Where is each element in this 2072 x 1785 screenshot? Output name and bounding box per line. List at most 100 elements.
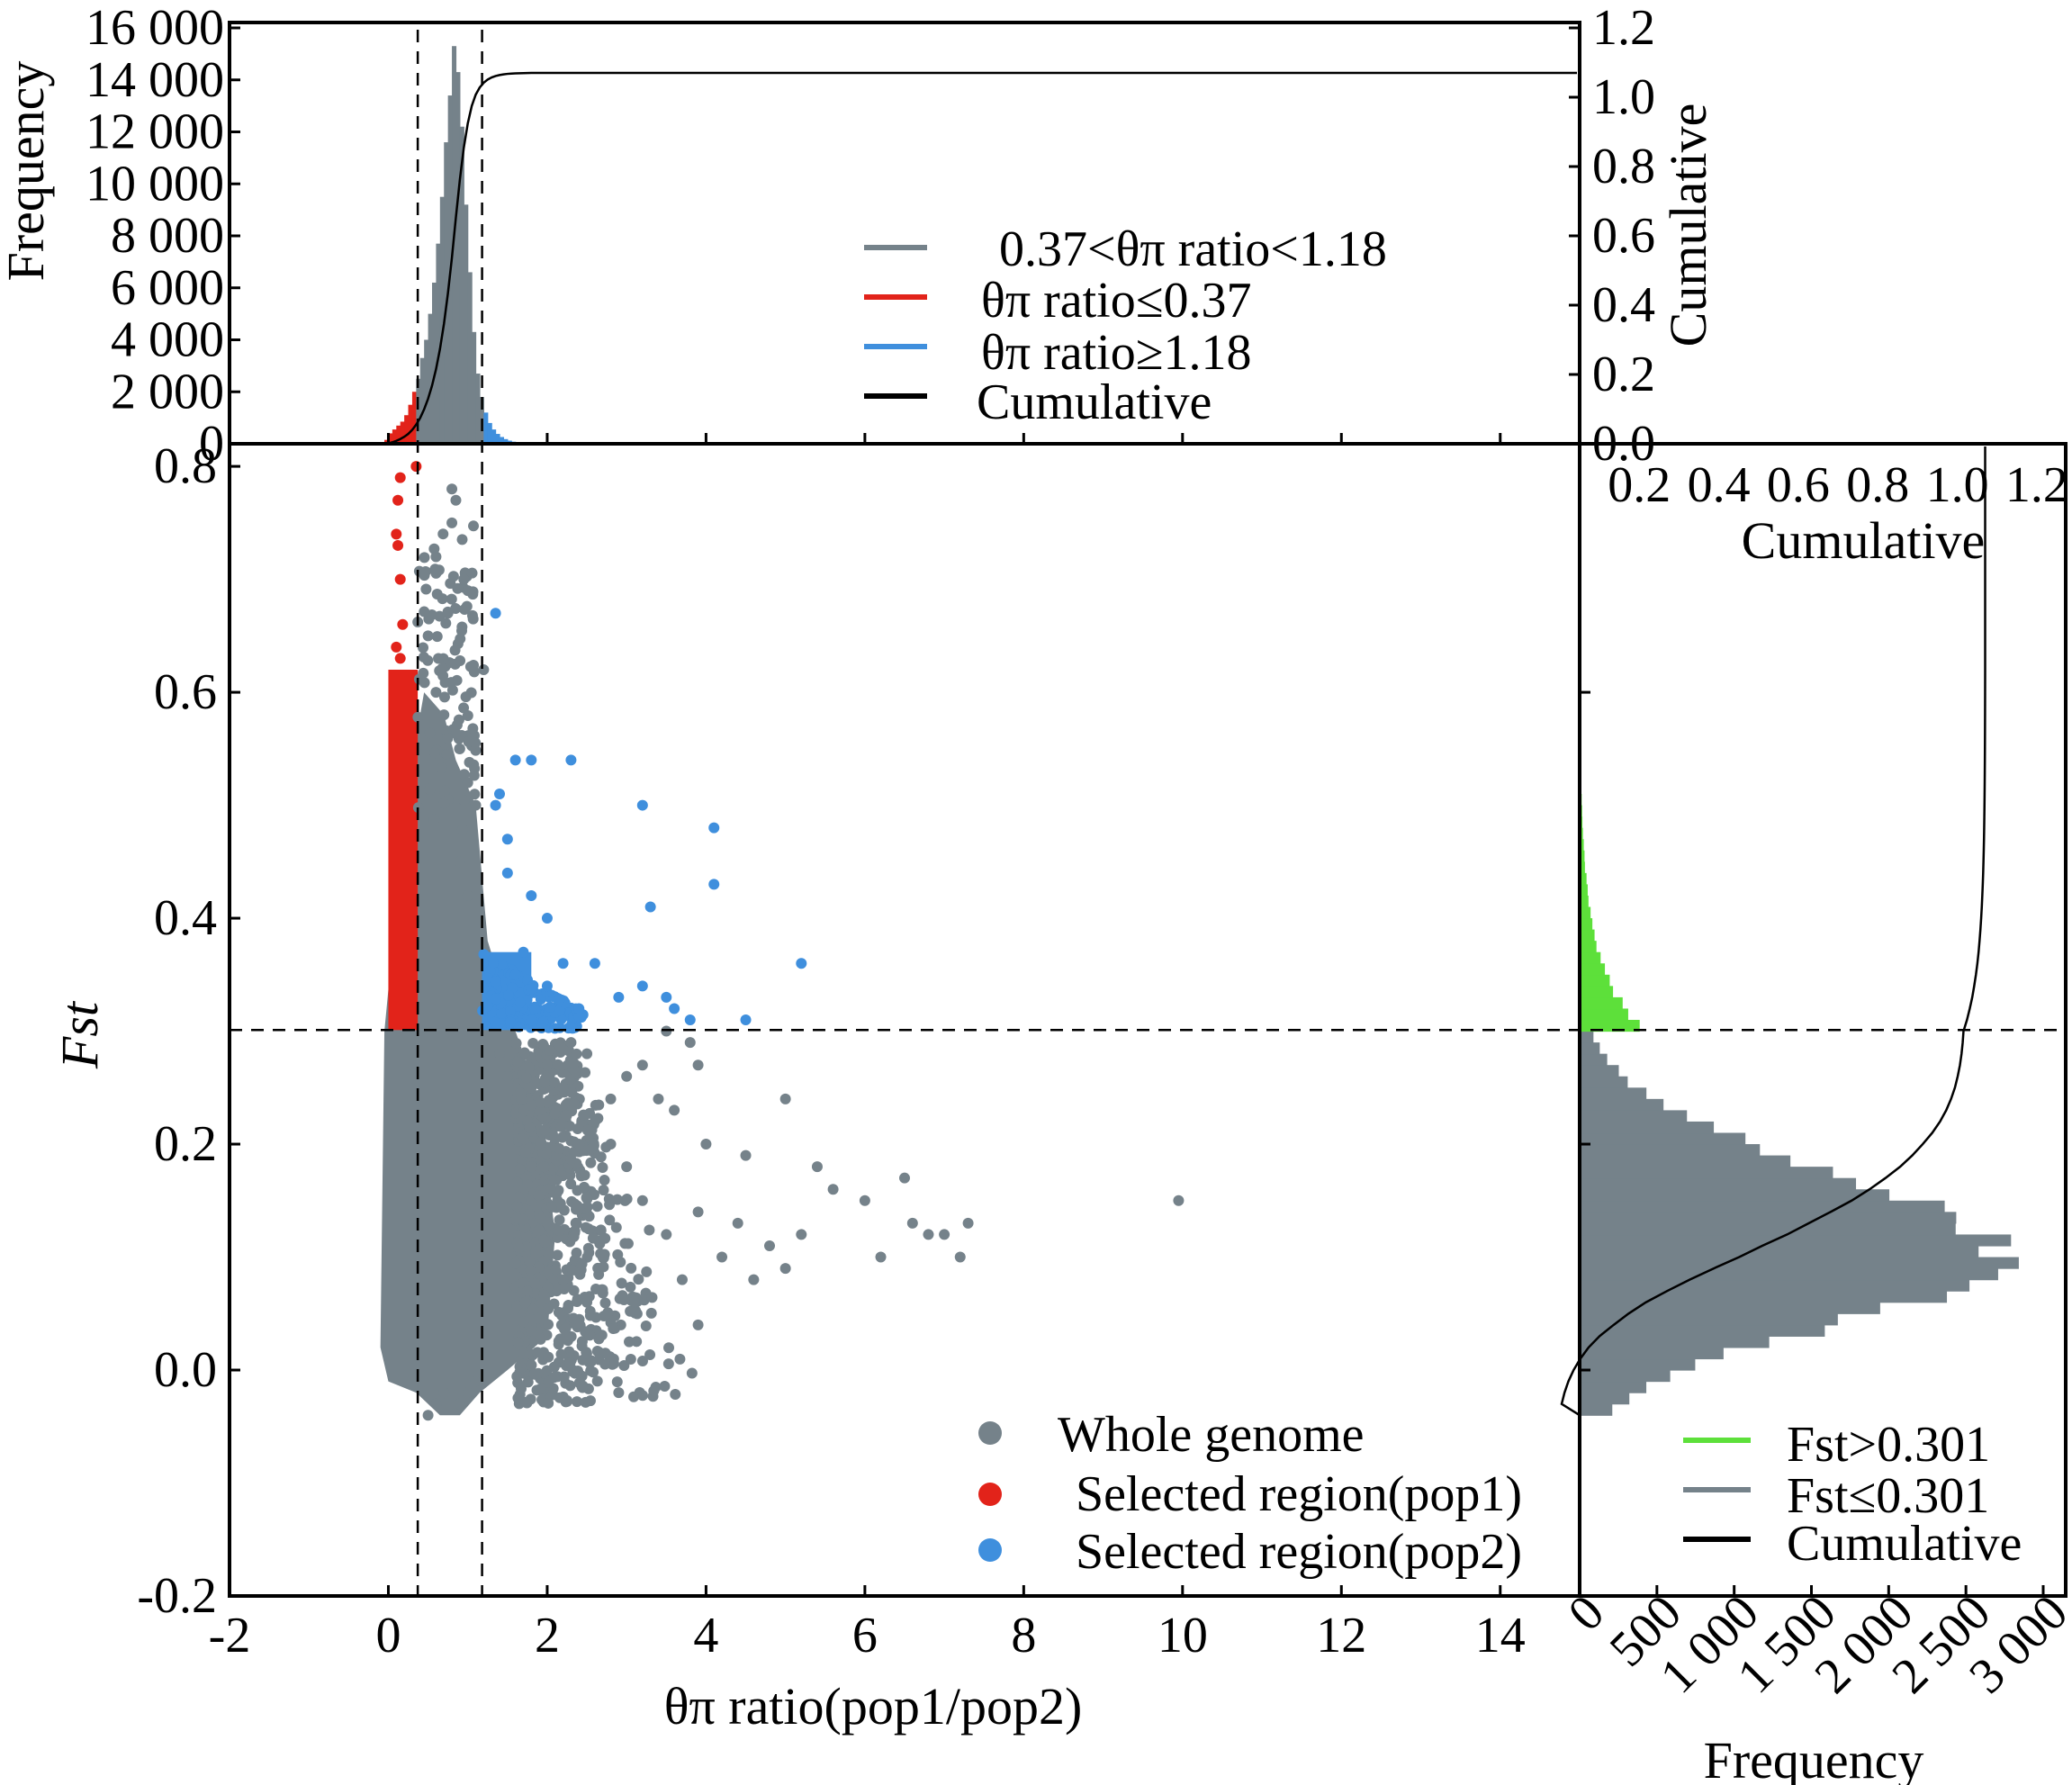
scatter-point bbox=[708, 822, 720, 834]
right-x2tick-label: 0.6 bbox=[1767, 457, 1830, 513]
scatter-point bbox=[636, 1195, 648, 1206]
scatter-point bbox=[625, 1305, 636, 1317]
top-ytick-label: 10 000 bbox=[86, 156, 224, 212]
scatter-point bbox=[1173, 1195, 1185, 1206]
top-bar bbox=[424, 339, 429, 444]
gray-cloud bbox=[380, 692, 555, 1416]
top-bar bbox=[500, 437, 505, 444]
scatter-point bbox=[633, 1274, 644, 1285]
scatter-point bbox=[503, 989, 515, 1001]
scatter-point bbox=[573, 1003, 585, 1014]
scatter-point bbox=[646, 1292, 658, 1303]
scatter-point bbox=[939, 1229, 950, 1240]
scatter-point bbox=[684, 1037, 696, 1049]
scatter-point bbox=[438, 1387, 450, 1399]
right-legend-label-0: Fst>0.301 bbox=[1787, 1417, 1990, 1473]
scatter-point bbox=[420, 583, 432, 595]
top-bar bbox=[384, 439, 390, 444]
right-xlabel: Frequency bbox=[1704, 1731, 1924, 1785]
scatter-point bbox=[570, 1217, 581, 1229]
scatter-point bbox=[597, 1251, 608, 1263]
scatter-point bbox=[533, 1261, 545, 1273]
scatter-point bbox=[418, 642, 429, 654]
main-ylabel: Fst bbox=[50, 1000, 109, 1069]
main-xtick-label: 14 bbox=[1475, 1608, 1526, 1663]
scatter-point bbox=[641, 1266, 653, 1277]
scatter-point bbox=[541, 913, 553, 924]
scatter-point bbox=[422, 1410, 434, 1421]
right-legend: Fst>0.301 Fst≤0.301 Cumulative bbox=[1683, 1417, 2022, 1572]
scatter-point bbox=[625, 1281, 636, 1293]
scatter-point bbox=[560, 1322, 572, 1334]
scatter-point bbox=[446, 483, 458, 495]
scatter-point bbox=[906, 1217, 918, 1229]
scatter-point bbox=[533, 1190, 545, 1202]
scatter-point bbox=[470, 1375, 482, 1387]
top-y2tick-label: 1.2 bbox=[1592, 0, 1655, 56]
top-bar bbox=[487, 422, 492, 444]
scatter-point bbox=[549, 1174, 561, 1185]
scatter-point bbox=[430, 1398, 442, 1410]
scatter-point bbox=[553, 1339, 564, 1350]
scatter-point bbox=[456, 534, 468, 545]
scatter-point bbox=[455, 654, 466, 666]
scatter-point bbox=[511, 1176, 523, 1188]
scatter-point bbox=[659, 1381, 671, 1393]
scatter-legend-marker-1 bbox=[978, 1483, 1002, 1506]
main-xtick-label: 6 bbox=[852, 1608, 878, 1663]
scatter-point bbox=[573, 1139, 585, 1150]
right-bar bbox=[1580, 1076, 1628, 1088]
top-bar bbox=[472, 331, 477, 444]
main-ytick-label: 0.2 bbox=[154, 1116, 217, 1172]
top-bar bbox=[392, 429, 397, 444]
scatter-point bbox=[578, 1109, 590, 1121]
scatter-point bbox=[424, 783, 436, 795]
scatter-point bbox=[779, 1263, 791, 1275]
scatter-point bbox=[587, 1232, 599, 1244]
scatter-point bbox=[571, 1048, 582, 1059]
scatter-point bbox=[470, 737, 482, 749]
right-bar bbox=[1580, 1167, 1833, 1179]
scatter-point bbox=[436, 762, 447, 774]
scatter-point bbox=[451, 674, 463, 686]
scatter-point bbox=[580, 1222, 591, 1233]
scatter-point bbox=[554, 1142, 565, 1154]
scatter-point bbox=[511, 1201, 523, 1213]
right-bar bbox=[1580, 963, 1606, 976]
scatter-point bbox=[458, 795, 470, 807]
scatter-point bbox=[636, 799, 648, 811]
right-bar bbox=[1580, 929, 1595, 942]
scatter-point bbox=[571, 1158, 582, 1169]
top-ytick-label: 8 000 bbox=[111, 208, 224, 264]
scatter-point bbox=[514, 1163, 526, 1175]
right-bar bbox=[1580, 1302, 1880, 1314]
top-bar bbox=[467, 272, 473, 444]
scatter-point bbox=[410, 461, 422, 473]
scatter-point bbox=[549, 1132, 561, 1144]
scatter-point bbox=[616, 1277, 627, 1289]
scatter-point bbox=[462, 889, 473, 901]
scatter-point bbox=[597, 1284, 608, 1295]
main-xtick-label: 2 bbox=[535, 1608, 560, 1663]
scatter-point bbox=[566, 1086, 578, 1098]
scatter-point bbox=[516, 1094, 527, 1105]
scatter-point bbox=[449, 645, 461, 656]
scatter-point bbox=[541, 1149, 553, 1160]
scatter-point bbox=[438, 691, 450, 703]
scatter-point bbox=[514, 987, 526, 999]
scatter-point bbox=[424, 727, 436, 739]
scatter-point bbox=[610, 1222, 622, 1233]
scatter-point bbox=[419, 565, 431, 577]
right-x2tick-label: 0.4 bbox=[1688, 457, 1751, 513]
scatter-point bbox=[526, 1099, 537, 1111]
scatter-point bbox=[568, 1231, 580, 1242]
scatter-point bbox=[564, 1380, 576, 1392]
scatter-point bbox=[524, 1256, 536, 1267]
scatter-point bbox=[564, 1357, 576, 1369]
scatter-point bbox=[613, 991, 625, 1003]
scatter-point bbox=[523, 1061, 535, 1073]
top-histogram-bars bbox=[384, 46, 532, 445]
